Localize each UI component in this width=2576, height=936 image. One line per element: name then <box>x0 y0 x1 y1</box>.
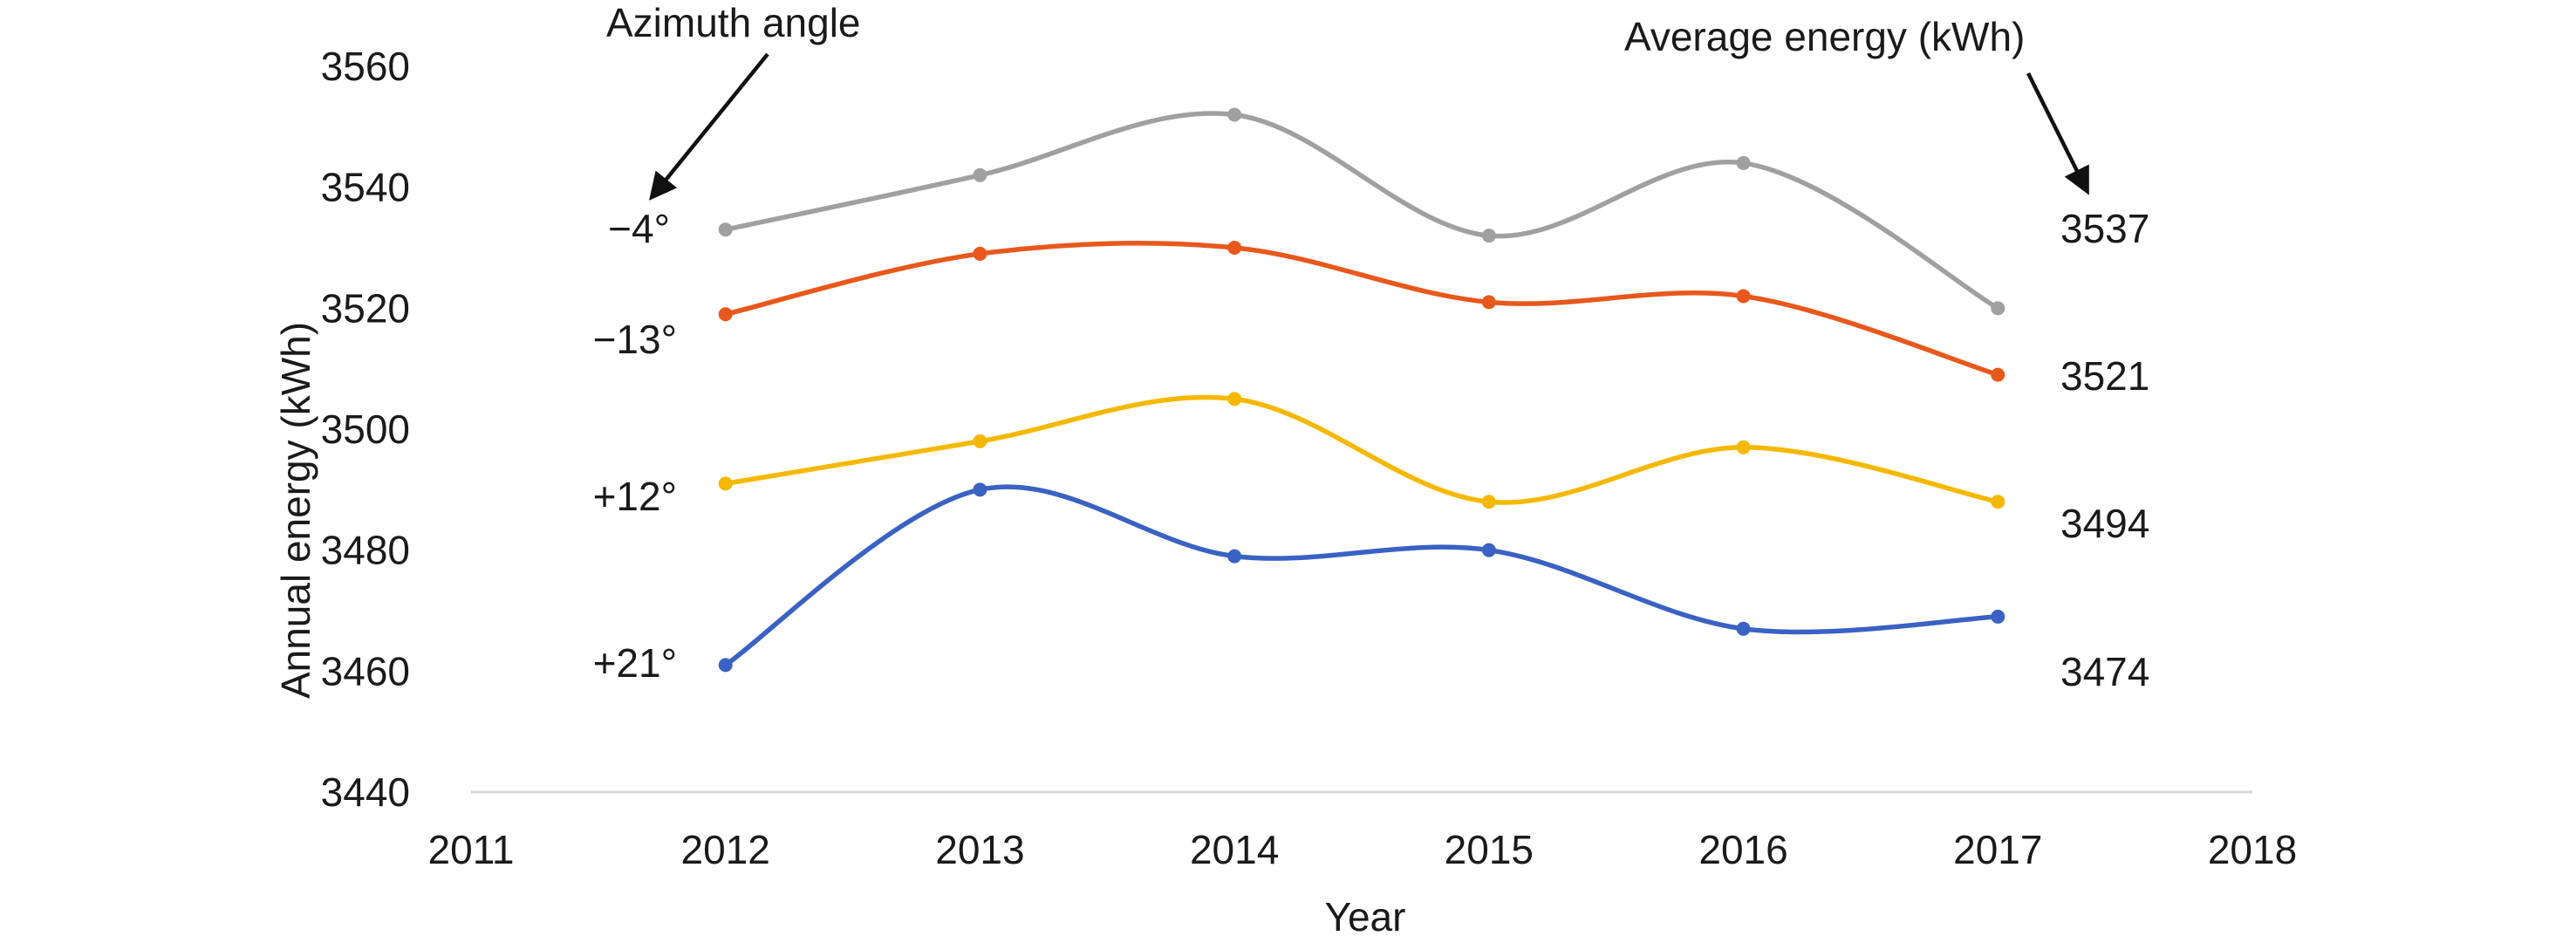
data-point-plus-21deg-2015 <box>1481 543 1496 557</box>
data-point-minusminus-13deg-2017 <box>1991 367 2005 382</box>
series-labels: −4° 3537 −13° 3521 +12° 3494 +21° 3474 <box>593 206 2150 694</box>
x-tick-label-2012: 2012 <box>681 827 770 872</box>
series-line-plus-12deg <box>722 394 2001 505</box>
data-point-minusminus-13deg-2012 <box>718 307 733 322</box>
azimuth-label-minusminus-4deg: −4° <box>608 206 670 251</box>
data-point-plus-12deg-2012 <box>718 476 733 491</box>
azimuth-arrow <box>649 52 769 201</box>
data-point-minusminus-13deg-2016 <box>1736 289 1751 304</box>
y-tick-label-3460: 3460 <box>321 648 410 693</box>
data-point-minusminus-4deg-2013 <box>973 167 987 182</box>
x-tick-label-2014: 2014 <box>1190 827 1279 872</box>
series-minusminus-4deg <box>718 107 2005 316</box>
x-tick-label-2013: 2013 <box>935 827 1024 872</box>
data-point-plus-21deg-2016 <box>1736 621 1751 636</box>
y-tick-label-3540: 3540 <box>321 165 410 210</box>
x-axis-title: Year <box>1325 894 1406 936</box>
data-point-minusminus-13deg-2015 <box>1481 295 1496 310</box>
data-point-plus-21deg-2014 <box>1227 549 1242 564</box>
azimuth-label-minusminus-13deg: −13° <box>593 317 677 362</box>
series-line-plus-21deg <box>722 484 2001 668</box>
data-point-minusminus-4deg-2016 <box>1736 155 1751 170</box>
data-point-plus-21deg-2017 <box>1991 609 2005 624</box>
x-tick-label-2017: 2017 <box>1953 827 2042 872</box>
data-point-plus-21deg-2013 <box>973 482 987 497</box>
y-tick-label-3480: 3480 <box>321 528 410 573</box>
series-minusminus-13deg <box>718 241 2005 382</box>
y-tick-label-3440: 3440 <box>321 769 410 815</box>
series-line-minusminus-13deg <box>722 241 2001 378</box>
data-point-minusminus-4deg-2017 <box>1991 301 2005 316</box>
azimuth-angle-header: Azimuth angle <box>606 0 861 45</box>
data-point-minusminus-4deg-2014 <box>1227 107 1242 122</box>
average-energy-plus-12deg: 3494 <box>2060 501 2149 546</box>
y-axis-title: Annual energy (kWh) <box>273 322 318 699</box>
y-axis: 3440 3460 3480 3500 3520 3540 3560 <box>321 44 410 815</box>
series-plus-12deg <box>718 392 2005 509</box>
data-point-minusminus-4deg-2012 <box>718 222 733 237</box>
data-point-plus-12deg-2015 <box>1481 495 1496 509</box>
series-group <box>718 107 2005 673</box>
average-energy-arrow <box>2026 72 2089 195</box>
data-point-minusminus-13deg-2014 <box>1227 241 1242 255</box>
data-point-plus-12deg-2016 <box>1736 440 1751 454</box>
x-tick-label-2011: 2011 <box>428 827 515 872</box>
y-tick-label-3500: 3500 <box>321 407 410 452</box>
x-tick-label-2016: 2016 <box>1698 827 1787 872</box>
azimuth-label-plus-21deg: +21° <box>593 640 677 686</box>
average-energy-header: Average energy (kWh) <box>1624 14 2025 59</box>
series-plus-21deg <box>718 482 2005 673</box>
data-point-plus-12deg-2013 <box>973 434 987 448</box>
x-axis: 2011 2012 2013 2014 2015 2016 2017 2018 <box>428 790 2297 872</box>
y-tick-label-3520: 3520 <box>321 285 410 331</box>
average-energy-minusminus-4deg: 3537 <box>2060 206 2149 251</box>
x-tick-label-2015: 2015 <box>1445 827 1534 872</box>
data-point-plus-12deg-2014 <box>1227 392 1242 407</box>
y-tick-label-3560: 3560 <box>321 44 410 89</box>
data-point-plus-21deg-2012 <box>718 658 733 673</box>
data-point-minusminus-4deg-2015 <box>1481 229 1496 243</box>
average-energy-minusminus-13deg: 3521 <box>2060 353 2149 399</box>
data-point-plus-12deg-2017 <box>1991 495 2005 509</box>
average-energy-plus-21deg: 3474 <box>2060 649 2149 694</box>
series-line-minusminus-4deg <box>722 111 2001 311</box>
azimuth-label-plus-12deg: +12° <box>593 474 677 519</box>
data-point-minusminus-13deg-2013 <box>973 246 987 261</box>
x-tick-label-2018: 2018 <box>2208 827 2297 872</box>
